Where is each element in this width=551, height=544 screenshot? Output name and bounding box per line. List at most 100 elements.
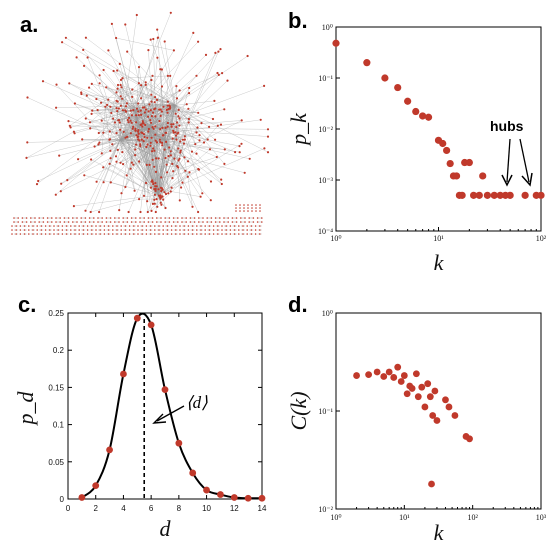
d-data-point xyxy=(428,480,435,488)
b-data-point xyxy=(419,112,427,120)
c-ytick-label: 0 xyxy=(60,495,65,504)
d-xtick-label: 10¹ xyxy=(399,513,410,522)
c-ytick-label: 0.05 xyxy=(48,458,64,467)
c-ytick-label: 0.2 xyxy=(53,346,65,355)
b-ytick-label: 10⁻⁴ xyxy=(318,227,333,236)
d-ytick-label: 10⁻² xyxy=(318,505,333,514)
d-xlabel: k xyxy=(434,520,445,544)
d-xtick-label: 10² xyxy=(467,513,478,522)
d-data-point xyxy=(431,387,439,395)
panel-a-label: a. xyxy=(20,12,39,37)
b-data-point xyxy=(332,39,340,47)
panel-d-label: d. xyxy=(288,292,308,317)
b-data-point xyxy=(496,191,504,199)
b-data-point xyxy=(475,191,483,199)
c-data-point xyxy=(175,439,183,447)
b-data-point xyxy=(452,172,461,180)
d-data-point xyxy=(424,380,432,388)
c-data-point xyxy=(106,446,113,454)
d-data-point xyxy=(365,371,373,379)
d-data-point xyxy=(433,417,441,424)
d-data-point xyxy=(429,412,437,419)
b-data-point xyxy=(537,191,545,199)
d-ytick-label: 10⁻¹ xyxy=(318,407,333,416)
c-data-point xyxy=(133,314,141,322)
c-data-point xyxy=(244,494,252,502)
b-data-point xyxy=(443,146,451,155)
c-xtick-label: 6 xyxy=(149,504,154,513)
c-xtick-label: 4 xyxy=(121,504,126,513)
d-data-point xyxy=(390,374,398,381)
c-xtick-label: 0 xyxy=(66,504,71,513)
b-data-point xyxy=(521,191,529,199)
b-ylabel: p_k xyxy=(286,112,311,147)
c-data-point xyxy=(147,321,155,329)
b-data-point xyxy=(465,158,473,167)
d-data-point xyxy=(380,373,388,380)
c-ytick-label: 0.15 xyxy=(48,383,64,392)
hubs-annotation: hubs xyxy=(490,118,524,134)
c-ytick-label: 0.1 xyxy=(53,421,65,430)
b-data-point xyxy=(458,191,466,199)
panel-b-label: b. xyxy=(288,8,308,33)
d-data-point xyxy=(373,368,381,376)
c-data-point xyxy=(217,491,224,498)
b-data-point xyxy=(479,172,487,180)
d-data-point xyxy=(426,393,434,401)
b-data-point xyxy=(446,159,454,168)
d-data-point xyxy=(394,363,402,371)
d-data-point xyxy=(421,403,429,411)
c-xtick-label: 8 xyxy=(177,504,182,513)
d-xtick-label: 10³ xyxy=(536,513,547,522)
c-xtick-label: 14 xyxy=(258,504,267,513)
b-xtick-label: 10² xyxy=(536,234,547,243)
d-data-point xyxy=(418,383,426,391)
d-data-point xyxy=(403,390,411,398)
b-ytick-label: 10⁻³ xyxy=(318,176,333,185)
d-data-point xyxy=(414,393,422,401)
d-data-point xyxy=(408,385,416,392)
d-data-point xyxy=(412,370,420,378)
c-xtick-label: 10 xyxy=(202,504,211,513)
b-data-point xyxy=(404,97,412,105)
d-xtick-label: 10⁰ xyxy=(330,513,341,522)
b-data-point xyxy=(506,191,514,199)
d-data-point xyxy=(385,368,393,376)
mean-distance-annotation: ⟨d⟩ xyxy=(186,393,208,412)
d-ytick-label: 10⁰ xyxy=(322,309,333,318)
b-data-point xyxy=(381,74,389,82)
d-data-point xyxy=(397,378,405,385)
d-data-point xyxy=(400,372,408,379)
d-ylabel: C(k) xyxy=(286,391,311,430)
panel-c-frame xyxy=(67,312,263,500)
c-ylabel: p_d xyxy=(13,391,38,427)
b-xtick-label: 10¹ xyxy=(433,234,444,243)
b-data-point xyxy=(412,107,420,116)
c-xlabel: d xyxy=(160,516,172,541)
b-xtick-label: 10⁰ xyxy=(330,234,341,243)
panel-c-label: c. xyxy=(18,292,37,317)
b-ytick-label: 10⁻² xyxy=(318,125,333,134)
c-data-point xyxy=(120,370,127,378)
d-data-point xyxy=(353,372,360,379)
c-data-point xyxy=(78,494,86,501)
b-data-point xyxy=(490,191,498,199)
c-xtick-label: 2 xyxy=(93,504,98,513)
b-ytick-label: 10⁻¹ xyxy=(318,74,333,83)
panel-d-frame xyxy=(335,312,542,510)
b-data-point xyxy=(439,139,447,148)
b-data-point xyxy=(363,59,371,67)
b-data-point xyxy=(394,83,402,92)
c-data-point xyxy=(230,494,238,501)
b-data-point xyxy=(483,191,492,199)
c-xtick-label: 12 xyxy=(230,504,239,513)
d-data-point xyxy=(445,403,453,411)
c-data-point xyxy=(92,482,100,490)
b-xlabel: k xyxy=(434,250,445,275)
c-ytick-label: 0.25 xyxy=(48,309,64,318)
d-data-point xyxy=(466,435,473,443)
